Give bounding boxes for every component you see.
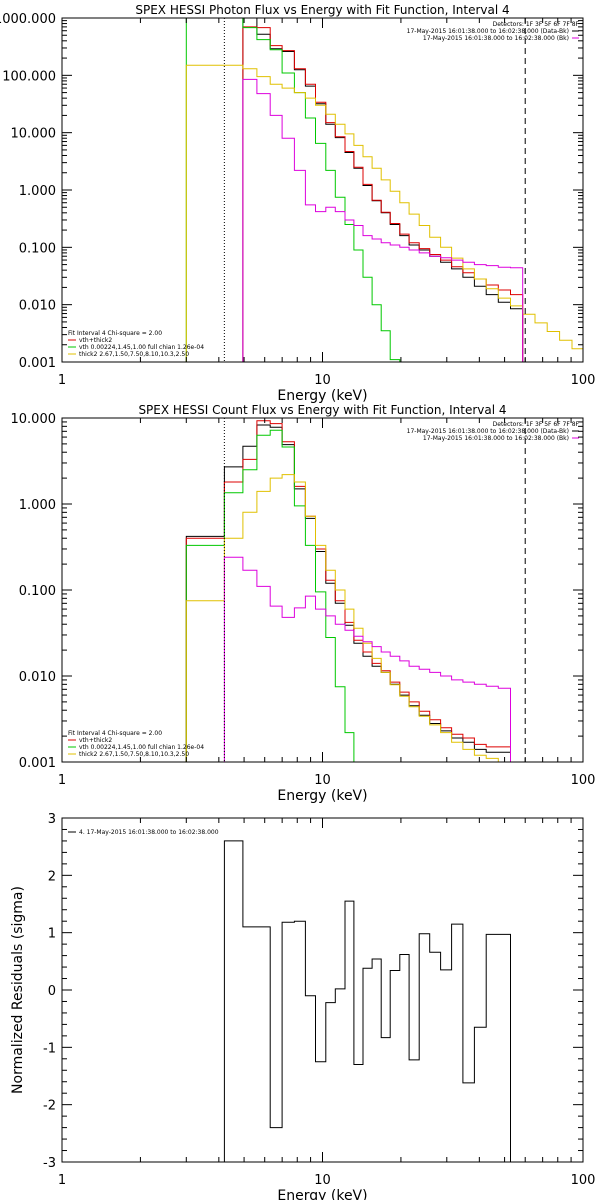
y-tick-label: 10.000 [11,127,57,142]
legend-entry: Fit Interval 4 Chi-square = 2.00 [68,330,162,337]
info-line: Detectors: 1F 3F 5F 6F 7F 8F [493,421,580,428]
series-residual [223,840,511,1162]
legend: Fit Interval 4 Chi-square = 2.00vth+thic… [68,330,204,358]
y-tick-label: -2 [43,1099,56,1114]
y-tick-label: 0.100 [19,584,56,599]
y-tick-label: 10.000 [11,412,57,427]
y-tick-label: 0.001 [19,756,56,771]
x-tick-label: 100 [571,373,596,388]
series-total_fit [242,26,524,362]
chart-count: SPEX HESSI Count Flux vs Energy with Fit… [11,403,596,804]
info-line: 17-May-2015 16:01:38.000 to 16:02:38.000… [407,28,569,35]
y-tick-label: -3 [43,1156,56,1171]
series-vth [185,18,401,362]
y-tick-label: 2 [48,869,56,884]
y-tick-label: -1 [43,1041,56,1056]
chart-title: SPEX HESSI Count Flux vs Energy with Fit… [138,403,506,417]
x-tick-label: 1 [58,1173,66,1188]
legend-entry: vth 0.00224,1.45,1.00 full chian 1.26e-0… [79,344,204,351]
y-tick-label: 1.000 [19,184,56,199]
series-group [185,18,583,362]
y-axis-label: Normalized Residuals (sigma) [10,886,26,1094]
info-block: Detectors: 1F 3F 5F 6F 7F 8F17-May-2015 … [407,421,580,442]
series-group [185,420,523,762]
legend-entry: vth+thick2 [79,737,112,744]
plot-frame [61,817,584,1163]
series-thick2 [185,474,523,762]
x-tick-label: 100 [571,1173,596,1188]
x-axis-label: Energy (keV) [277,1188,367,1200]
y-axis: 0.001 0.010 0.100 1.000 10.000 100.000 1000.00… [0,12,583,371]
x-axis-label: Energy (keV) [277,788,367,804]
legend-entry: 4. 17-May-2015 16:01:38.000 to 16:02:38.… [79,829,219,836]
series-background [242,78,524,362]
series-background [223,556,511,762]
legend-entry: thick2 2.67,1.50,7.50,8.10,10.3,2.50 [79,751,189,758]
plot-frame [61,417,584,763]
y-tick-label: 0.010 [19,670,56,685]
y-axis: -3 -2 -1 0 1 2 3 Normalized Residuals (sigma) [10,812,583,1171]
y-tick-label: 0.001 [19,356,56,371]
x-tick-label: 10 [314,1173,331,1188]
info-block: Detectors: 1F 3F 5F 6F 7F 8F17-May-2015 … [407,21,580,42]
legend-entry: Fit Interval 4 Chi-square = 2.00 [68,730,162,737]
y-tick-label: 0.100 [19,241,56,256]
y-tick-label: 1000.000 [0,12,56,27]
x-axis: 1 10 100 Energy (keV) [58,418,596,804]
y-tick-label: 1 [48,927,56,942]
legend-entry: vth+thick2 [79,337,112,344]
y-tick-label: 0.010 [19,299,56,314]
chart-residuals: 1 10 100 Energy (keV) -3 -2 -1 0 1 2 3 Normalized R… [10,812,595,1200]
x-tick-label: 100 [571,773,596,788]
x-axis: 1 10 100 Energy (keV) [58,18,596,404]
x-tick-label: 1 [58,373,66,388]
series-vth [185,429,355,762]
series-total_fit [185,420,511,762]
y-axis: 0.001 0.010 0.100 1.000 10.000 [11,412,583,771]
series-data [185,424,511,762]
y-tick-label: 3 [48,812,56,827]
info-line: 17-May-2015 16:01:38.000 to 16:02:38.000… [423,35,569,42]
y-tick-label: 0 [48,984,56,999]
info-line: 17-May-2015 16:01:38.000 to 16:02:38.000… [423,435,569,442]
x-tick-label: 1 [58,773,66,788]
legend-entry: thick2 2.67,1.50,7.50,8.10,10.3,2.50 [79,351,189,358]
legend: 4. 17-May-2015 16:01:38.000 to 16:02:38.… [68,829,219,836]
x-axis-label: Energy (keV) [277,388,367,404]
legend: Fit Interval 4 Chi-square = 2.00vth+thic… [68,730,204,758]
y-tick-label: 1.000 [19,498,56,513]
info-line: Detectors: 1F 3F 5F 6F 7F 8F [493,21,580,28]
x-tick-label: 10 [314,373,331,388]
chart-title: SPEX HESSI Photon Flux vs Energy with Fi… [135,3,509,17]
series-data [242,18,524,362]
y-tick-label: 100.000 [2,69,56,84]
x-tick-label: 10 [314,773,331,788]
series-group [223,840,511,1162]
legend-entry: vth 0.00224,1.45,1.00 full chian 1.26e-0… [79,744,204,751]
x-axis: 1 10 100 Energy (keV) [58,818,596,1200]
series-thick2 [185,64,583,362]
chart-photon: SPEX HESSI Photon Flux vs Energy with Fi… [0,3,595,404]
plot-frame [61,17,584,363]
info-line: 17-May-2015 16:01:38.000 to 16:02:38.000… [407,428,569,435]
